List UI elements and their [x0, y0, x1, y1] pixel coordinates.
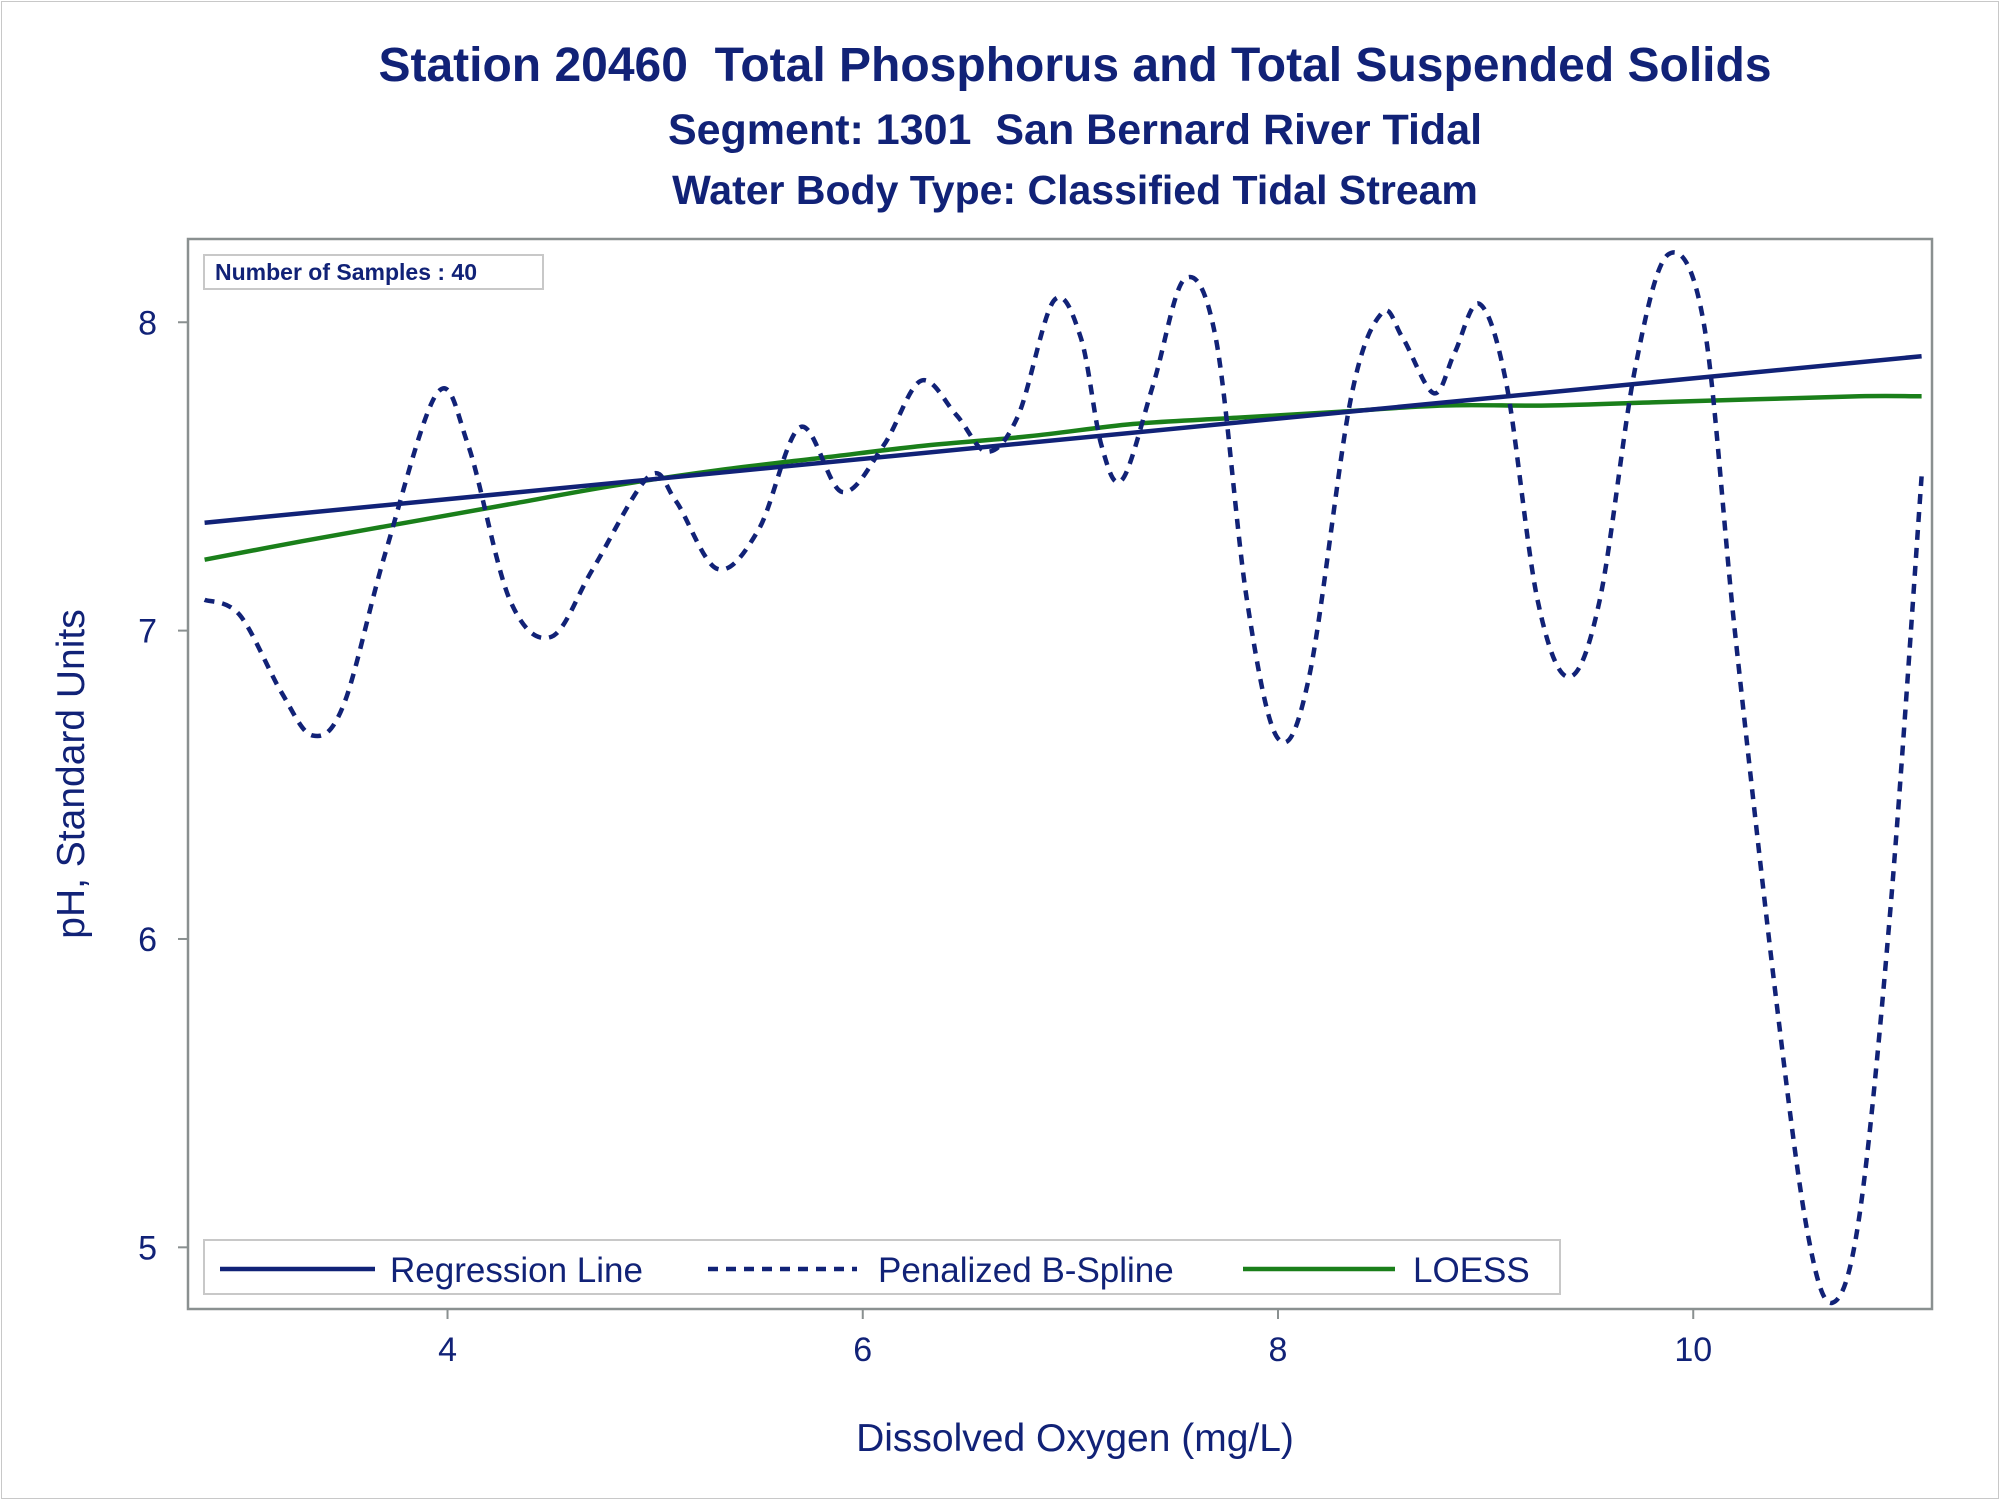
sample-count-text: Number of Samples : 40 — [215, 259, 477, 285]
x-tick-label-4: 4 — [438, 1331, 457, 1369]
plot-area — [186, 237, 1934, 1311]
y-tick-label-6: 6 — [138, 921, 157, 959]
y-tick-label-5: 5 — [138, 1229, 157, 1267]
series-loess — [204, 393, 1922, 562]
y-tick-label-7: 7 — [138, 613, 157, 651]
series-regression-line — [204, 353, 1922, 525]
y-tick-label-8: 8 — [138, 304, 157, 342]
chart-title: Station 20460 Total Phosphorus and Total… — [378, 39, 1772, 92]
chart-subtitle: Segment: 1301 San Bernard River Tidal — [667, 106, 1483, 154]
x-axis-label: Dissolved Oxygen (mg/L) — [856, 1417, 1294, 1460]
x-tick-label-10: 10 — [1674, 1331, 1712, 1369]
legend-label-spline: Penalized B-Spline — [878, 1251, 1174, 1290]
sample-count-box — [203, 254, 544, 290]
series-penalized-b-spline — [203, 250, 1924, 1306]
chart-subtitle-2: Water Body Type: Classified Tidal Stream — [672, 167, 1478, 213]
legend: Regression Line Penalized B-Spline LOESS — [203, 1239, 1561, 1295]
x-tick-label-6: 6 — [853, 1331, 872, 1369]
x-tick-label-8: 8 — [1269, 1331, 1288, 1369]
legend-label-loess: LOESS — [1413, 1251, 1530, 1290]
legend-label-regression: Regression Line — [390, 1251, 643, 1290]
y-axis-label: pH, Standard Units — [50, 609, 93, 939]
